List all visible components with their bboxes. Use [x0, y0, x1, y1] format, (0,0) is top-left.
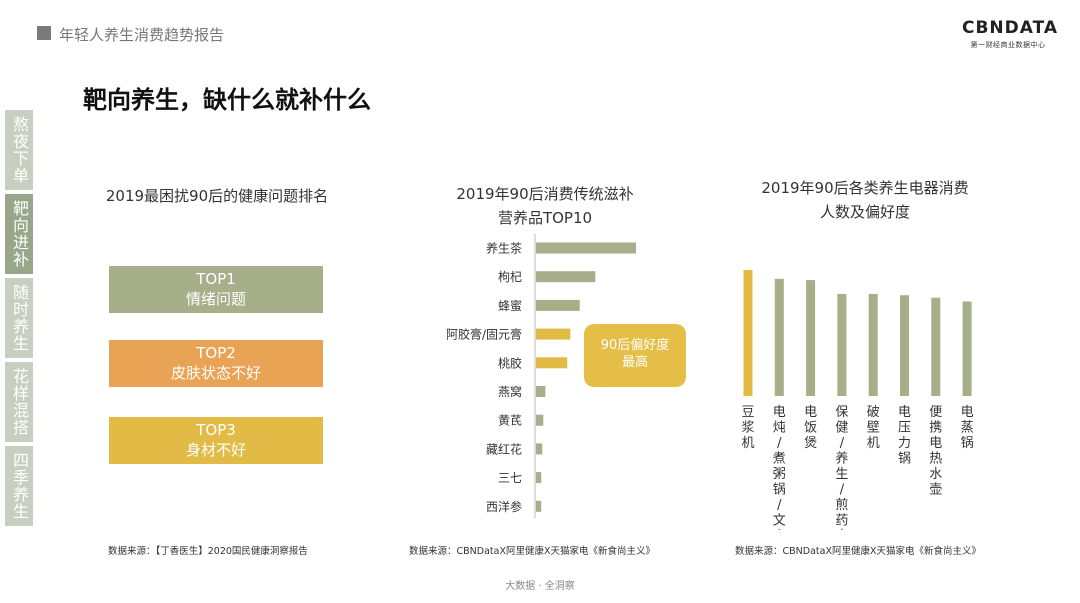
top3-label: 身材不好 — [185, 441, 246, 459]
hbar-bar — [536, 271, 596, 283]
vbar-label: 破壁机 — [867, 405, 880, 451]
top1-rank: TOP1 — [196, 270, 236, 288]
top2-box: TOP2 皮肤状态不好 — [109, 340, 323, 387]
vbar-bar — [868, 293, 878, 396]
vbar-label: 电压力锅 — [898, 405, 911, 467]
vbar-label: 保健/养生/煎药壶 — [835, 405, 848, 530]
header-square-icon — [37, 26, 51, 40]
brand-logo: CBNDATA 第一财经商业数据中心 — [962, 18, 1059, 50]
panel2-source: 数据来源：CBNDataX阿里健康X天猫家电《新食尚主义》 — [409, 546, 655, 557]
top1-box: TOP1 情绪问题 — [109, 266, 323, 313]
vbar-bar — [806, 280, 816, 396]
hbar-label: 燕窝 — [498, 384, 522, 399]
panel2-title: 2019年90后消费传统滋补 营养品TOP10 — [420, 182, 670, 230]
vbar-bar — [743, 270, 753, 396]
vbar-chart: 豆浆机 电炖/煮粥锅/文火炉 电饭煲 保健/养生/煎药壶 破壁机 电压力锅 便携电热水壶 电蒸… — [741, 270, 974, 530]
vbar-label: 电蒸锅 — [961, 405, 974, 451]
vbar-bar — [774, 278, 784, 396]
vbar-bar — [962, 301, 972, 396]
hbar-bar — [536, 443, 543, 455]
vbar-bar — [837, 293, 847, 396]
logo-text: CBNDATA — [962, 18, 1059, 38]
hbar-label: 阿胶膏/固元膏 — [446, 327, 522, 342]
hbar-bar — [536, 386, 546, 397]
panel1-title: 2019最困扰90后的健康问题排名 — [105, 187, 329, 205]
vbar-label: 豆浆机 — [741, 405, 754, 451]
side-nav: 熬夜下单 靶向进补 随时养生 花样混搭 四季养生 — [5, 110, 33, 526]
side-nav-item-mix[interactable]: 花样混搭 — [5, 362, 33, 442]
hbar-label: 养生茶 — [486, 241, 522, 256]
side-nav-item-targeted[interactable]: 靶向进补 — [5, 194, 33, 274]
top3-box: TOP3 身材不好 — [109, 417, 323, 464]
hbar-bar — [536, 414, 544, 426]
top3-rank: TOP3 — [196, 421, 236, 439]
vbar-label: 电饭煲 — [804, 405, 817, 451]
hbar-label: 三七 — [498, 471, 522, 485]
vbar-bar — [931, 297, 941, 396]
hbar-label: 枸杞 — [498, 269, 522, 284]
hbar-bar — [536, 500, 542, 512]
vbar-label: 便携电热水壶 — [929, 405, 942, 498]
top1-label: 情绪问题 — [185, 290, 246, 308]
hbar-bar — [536, 299, 580, 311]
page-title: 靶向养生，缺什么就补什么 — [83, 86, 371, 114]
panel3-title: 2019年90后各类养生电器消费 人数及偏好度 — [740, 176, 990, 224]
vbar-label: 电炖/煮粥锅/文火炉 — [773, 405, 786, 530]
preference-callout: 90后偏好度 最高 — [584, 324, 686, 387]
side-nav-item-seasons[interactable]: 四季养生 — [5, 446, 33, 526]
panel3-source: 数据来源：CBNDataX阿里健康X天猫家电《新食尚主义》 — [735, 546, 981, 557]
panel3-title-line1: 2019年90后各类养生电器消费 — [761, 179, 969, 197]
hbar-label: 西洋参 — [486, 499, 522, 514]
hbar-bar — [536, 357, 568, 369]
logo-subtitle: 第一财经商业数据中心 — [970, 41, 1046, 49]
top2-label: 皮肤状态不好 — [170, 364, 261, 382]
hbar-bar — [536, 242, 636, 254]
side-nav-item-anytime[interactable]: 随时养生 — [5, 278, 33, 358]
callout-line2: 最高 — [621, 355, 648, 370]
panel2-title-line2: 营养品TOP10 — [497, 209, 593, 227]
hbar-label: 桃胶 — [498, 355, 522, 370]
hbar-bar — [536, 472, 542, 484]
panel2-title-line1: 2019年90后消费传统滋补 — [456, 185, 634, 203]
hbar-label: 藏红花 — [486, 441, 522, 456]
hbar-label: 黄芪 — [498, 414, 522, 428]
side-nav-item-staying-up[interactable]: 熬夜下单 — [5, 110, 33, 190]
panel3-title-line2: 人数及偏好度 — [819, 203, 910, 221]
footer-slogan: 大数据 · 全洞察 — [505, 581, 575, 592]
top2-rank: TOP2 — [196, 344, 236, 362]
hbar-label: 蜂蜜 — [498, 298, 522, 313]
vbar-bar — [900, 295, 909, 396]
callout-line1: 90后偏好度 — [600, 338, 670, 353]
report-title: 年轻人养生消费趋势报告 — [59, 26, 225, 44]
panel1-source: 数据来源：【丁香医生】2020国民健康洞察报告 — [108, 546, 308, 557]
hbar-bar — [536, 328, 571, 340]
